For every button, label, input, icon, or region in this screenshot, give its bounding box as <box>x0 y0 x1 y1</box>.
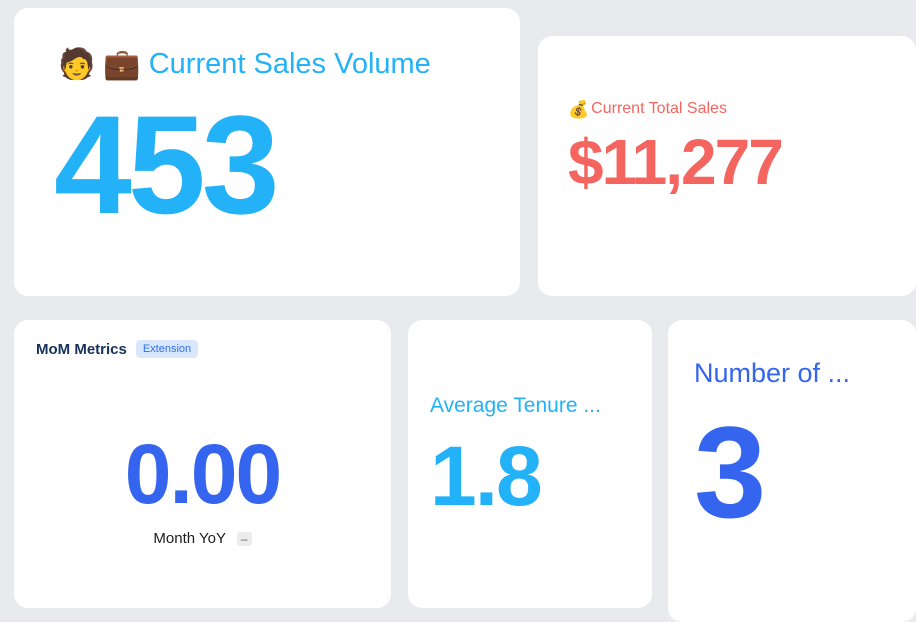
card-sales-volume[interactable]: 🧑 💼 Current Sales Volume 453 <box>14 8 520 296</box>
mom-metrics-footer: Month YoY – <box>36 530 369 547</box>
briefcase-icon: 💼 <box>103 47 141 81</box>
total-sales-title: Current Total Sales <box>591 100 727 117</box>
average-tenure-value: 1.8 <box>430 429 543 523</box>
money-bag-icon: 💰 <box>568 99 590 119</box>
card-number-of[interactable]: Number of ... 3 <box>668 320 916 622</box>
number-of-title: Number of ... <box>694 358 851 388</box>
extension-badge: Extension <box>135 340 199 358</box>
minus-badge: – <box>236 532 252 547</box>
card-average-tenure[interactable]: Average Tenure ... 1.8 <box>408 320 652 608</box>
average-tenure-title: Average Tenure ... <box>430 394 601 417</box>
sales-volume-value: 453 <box>54 86 280 243</box>
sales-volume-title-row: 🧑 💼 Current Sales Volume <box>58 48 476 81</box>
mom-metrics-footer-label: Month YoY <box>153 530 226 547</box>
total-sales-title-row: 💰 Current Total Sales <box>568 100 886 118</box>
number-of-value: 3 <box>694 399 767 545</box>
person-icon: 🧑 <box>58 47 96 81</box>
total-sales-value: $11,277 <box>568 126 784 198</box>
card-mom-metrics[interactable]: MoM Metrics Extension 0.00 Month YoY – <box>14 320 391 608</box>
mom-metrics-title: MoM Metrics <box>36 340 127 358</box>
card-total-sales[interactable]: 💰 Current Total Sales $11,277 <box>538 36 916 296</box>
mom-metrics-header: MoM Metrics Extension <box>36 340 369 358</box>
mom-metrics-value: 0.00 <box>124 427 283 521</box>
sales-volume-title: Current Sales Volume <box>148 48 431 80</box>
